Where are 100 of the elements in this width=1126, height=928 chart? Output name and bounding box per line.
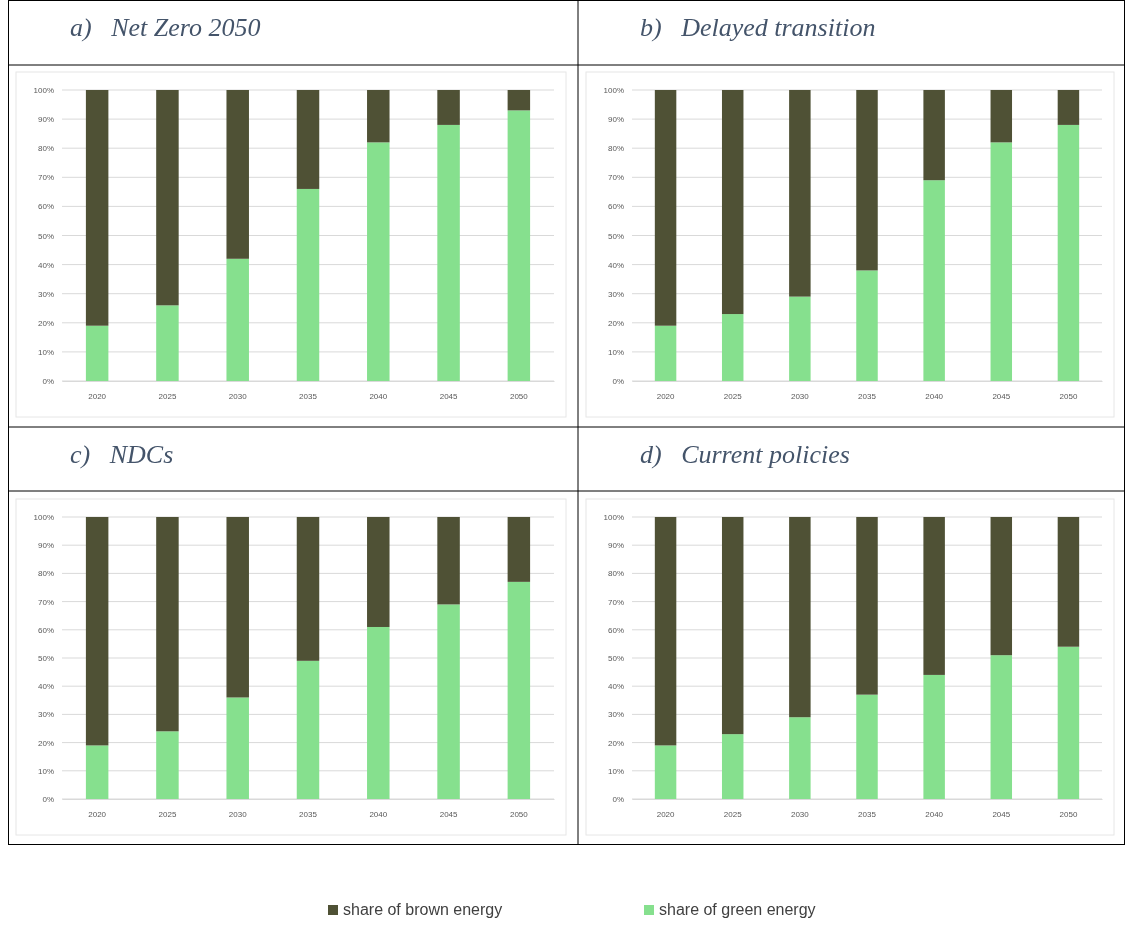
bar [507, 581, 531, 799]
y-tick-label: 20% [37, 738, 54, 748]
bar [367, 90, 390, 143]
y-tick-label: 50% [607, 231, 624, 241]
y-tick-label: 30% [37, 710, 54, 720]
bar [437, 604, 460, 799]
y-tick-label: 30% [37, 289, 54, 299]
bar [990, 142, 1013, 381]
bar [85, 745, 109, 799]
bar [507, 517, 531, 582]
x-tick-label: 2025 [723, 809, 743, 819]
x-tick-label: 2040 [369, 391, 388, 401]
x-tick-label: 2050 [1059, 391, 1078, 401]
bar [990, 90, 1013, 143]
bar [721, 90, 744, 315]
y-tick-label: 30% [607, 710, 624, 720]
bar [789, 717, 811, 799]
bar [367, 142, 390, 381]
bar [721, 734, 744, 799]
x-tick-label: 2020 [88, 809, 107, 819]
bar [856, 694, 878, 799]
x-tick-label: 2020 [656, 391, 676, 401]
x-tick-label: 2050 [1059, 809, 1078, 819]
y-tick-label: 40% [37, 260, 54, 270]
bar [226, 697, 249, 799]
bar [1057, 90, 1080, 125]
y-tick-label: 90% [607, 541, 624, 551]
y-tick-label: 10% [607, 766, 624, 776]
bar [923, 517, 945, 675]
bar [856, 517, 878, 695]
bar [156, 90, 179, 306]
x-tick-label: 2045 [992, 809, 1011, 819]
y-tick-label: 90% [37, 541, 54, 551]
y-tick-label: 10% [37, 766, 54, 776]
bar [156, 731, 179, 799]
x-tick-label: 2035 [858, 809, 877, 819]
bar [437, 124, 460, 381]
bar [1057, 124, 1080, 381]
bar [721, 517, 744, 735]
bar [654, 90, 677, 326]
chart-title: c) NDCs [70, 440, 174, 469]
y-tick-label: 0% [42, 377, 54, 387]
x-tick-label: 2040 [369, 809, 388, 819]
y-tick-label: 70% [607, 597, 624, 607]
bar [923, 90, 945, 181]
bar [437, 517, 460, 605]
y-tick-label: 50% [37, 654, 54, 664]
x-tick-label: 2050 [509, 391, 529, 401]
y-tick-label: 80% [607, 144, 624, 154]
y-tick-label: 20% [607, 318, 624, 328]
y-tick-label: 90% [607, 115, 624, 125]
legend-label: share of green energy [659, 901, 816, 918]
y-tick-label: 0% [612, 377, 624, 387]
y-tick-label: 40% [37, 682, 54, 692]
x-tick-label: 2020 [656, 809, 676, 819]
y-tick-label: 30% [607, 289, 624, 299]
y-tick-label: 80% [37, 569, 54, 579]
bar [856, 270, 878, 381]
bar [1057, 517, 1080, 647]
y-tick-label: 50% [37, 231, 54, 241]
bar [296, 188, 320, 381]
chart-title: b) Delayed transition [640, 13, 876, 42]
bar [226, 517, 249, 698]
y-tick-label: 100% [603, 86, 624, 96]
y-tick-label: 60% [607, 202, 624, 212]
bar [654, 325, 677, 381]
bar [654, 517, 677, 746]
x-tick-label: 2045 [439, 809, 459, 819]
x-tick-label: 2050 [509, 809, 529, 819]
y-tick-label: 40% [607, 260, 624, 270]
x-tick-label: 2045 [992, 391, 1011, 401]
bar [789, 90, 811, 297]
x-tick-label: 2025 [158, 391, 177, 401]
y-tick-label: 70% [37, 597, 54, 607]
x-tick-label: 2035 [299, 391, 318, 401]
x-tick-label: 2040 [925, 809, 944, 819]
bar [990, 655, 1013, 799]
bar [789, 517, 811, 718]
y-tick-label: 50% [607, 654, 624, 664]
bar [367, 626, 390, 799]
bar [721, 314, 744, 381]
bar [85, 517, 109, 746]
y-tick-label: 10% [607, 347, 624, 357]
x-tick-label: 2030 [790, 809, 810, 819]
y-tick-label: 90% [37, 115, 54, 125]
bar [156, 305, 179, 381]
chart-title: d) Current policies [640, 440, 850, 469]
y-tick-label: 10% [37, 347, 54, 357]
y-tick-label: 100% [603, 513, 624, 523]
y-tick-label: 60% [607, 625, 624, 635]
bar [296, 90, 320, 189]
y-tick-label: 40% [607, 682, 624, 692]
y-tick-label: 60% [37, 625, 54, 635]
bar [296, 660, 320, 799]
bar [437, 90, 460, 125]
y-tick-label: 80% [607, 569, 624, 579]
bar [85, 90, 109, 326]
bar [654, 745, 677, 799]
bar [507, 110, 531, 381]
y-tick-label: 20% [37, 318, 54, 328]
